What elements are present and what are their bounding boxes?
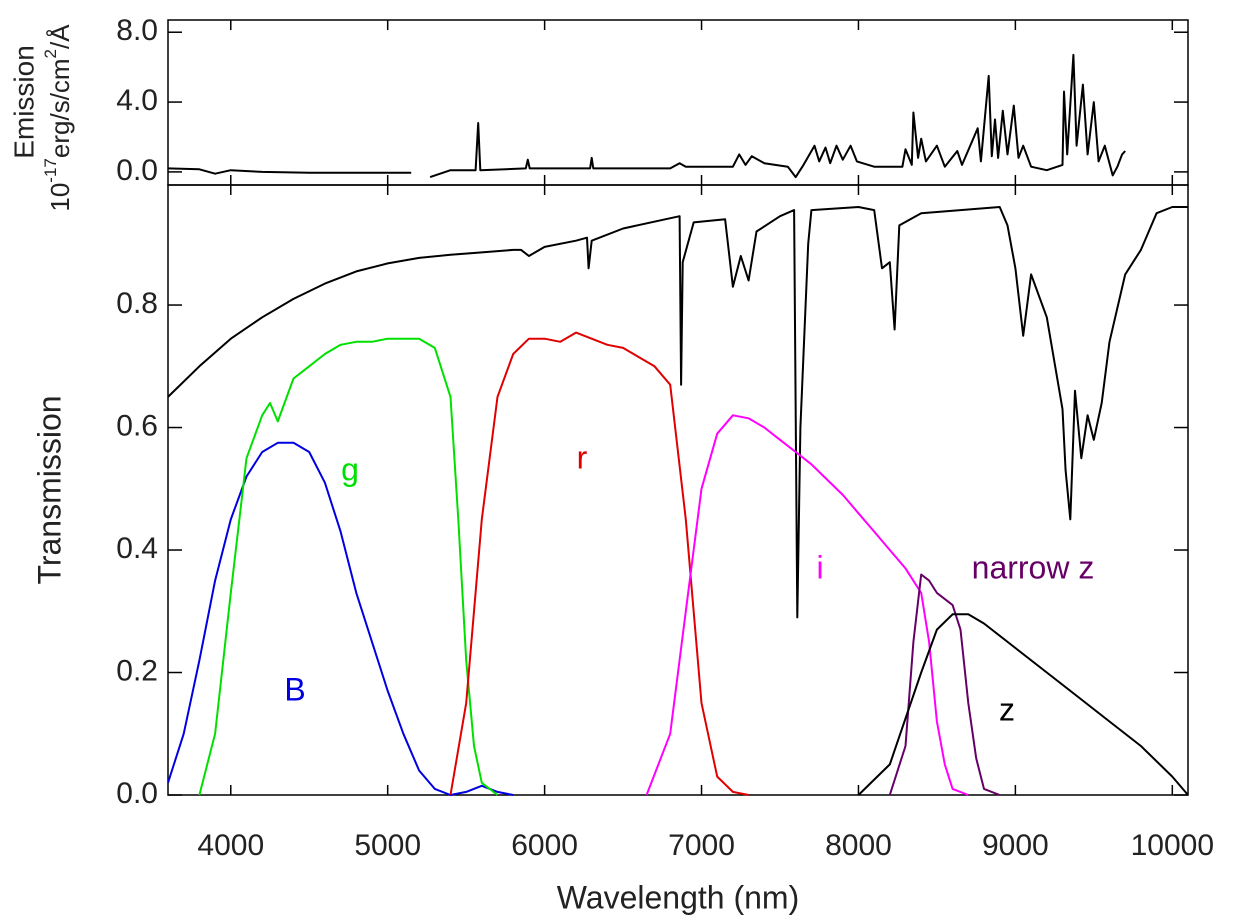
unit-part: /Å [45,24,75,49]
unit-part: erg/s/cm [45,58,75,158]
y-tick-label: 4.0 [116,84,158,117]
x-tick-label: 9000 [982,829,1049,862]
top-panel-frame [167,19,1189,186]
series-line [198,337,499,796]
unit-part: 10 [45,183,75,212]
series-line [167,441,514,796]
x-tick-label: 8000 [825,829,892,862]
series-label: i [816,549,823,585]
emission-axis-title: Emission [8,45,39,159]
x-tick-label: 10000 [1131,829,1214,862]
x-tick-label: 4000 [197,829,264,862]
y-tick-label: 0.4 [116,532,158,565]
x-tick-label: 6000 [511,829,578,862]
y-axis-title: Transmission [31,395,67,584]
series-label: g [341,451,359,487]
series-line [167,53,1126,179]
y-tick-label: 0.0 [116,154,158,187]
unit-part: 2 [41,49,60,58]
emission-axis-units: 10-17erg/s/cm2/Å [41,24,74,212]
x-tick-label: 7000 [668,829,735,862]
series-line [857,613,1189,796]
y-tick-label: 0.6 [116,409,158,442]
bottom-panel-frame [167,184,1189,796]
y-tick-label: 0.2 [116,654,158,687]
series-line [888,573,1001,796]
x-tick-label: 5000 [354,829,421,862]
series-label: narrow z [972,549,1095,585]
series-line [645,414,969,796]
series-line [167,206,1188,619]
y-tick-label: 0.0 [116,777,158,810]
series-label: z [999,691,1015,727]
unit-part: -17 [41,158,60,183]
x-axis-title: Wavelength (nm) [557,879,799,915]
y-tick-label: 8.0 [116,14,158,47]
series-label: B [284,671,305,707]
y-tick-label: 0.8 [116,287,158,320]
series-label: r [577,439,588,475]
series-line [449,331,749,796]
